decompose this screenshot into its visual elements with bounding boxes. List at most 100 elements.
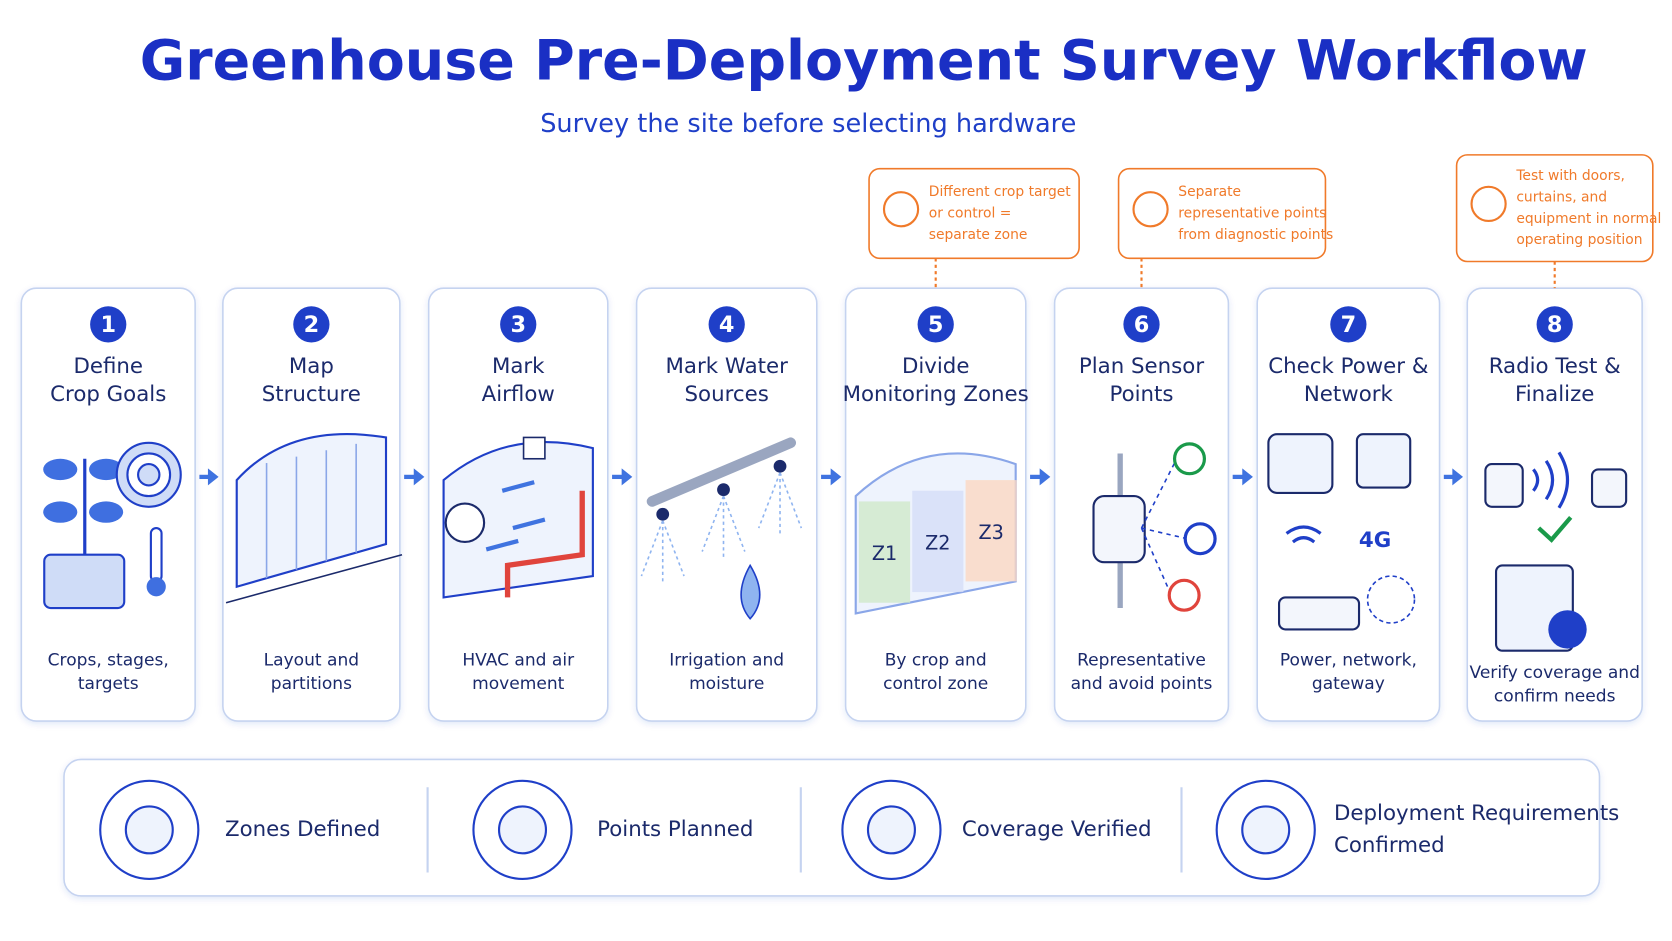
step-title: Finalize bbox=[1515, 382, 1594, 407]
step-title: Mark Water bbox=[666, 354, 789, 379]
outcome-label: Confirmed bbox=[1334, 833, 1445, 858]
outcome-label: Deployment Requirements bbox=[1334, 801, 1619, 826]
step-description: moisture bbox=[689, 674, 764, 694]
step-title: Points bbox=[1109, 382, 1173, 407]
arrow-head bbox=[1039, 468, 1051, 486]
callout-text: Separate bbox=[1178, 184, 1241, 200]
step-description: targets bbox=[78, 674, 139, 694]
nozzle bbox=[656, 507, 670, 521]
step-badge bbox=[1536, 306, 1573, 343]
airflow-arrow bbox=[485, 538, 519, 552]
step-description: Layout and bbox=[264, 650, 359, 670]
step-description: and avoid points bbox=[1071, 674, 1213, 694]
step-number: 5 bbox=[928, 312, 944, 338]
outlet bbox=[1267, 433, 1334, 494]
callout-text: representative points bbox=[1178, 206, 1326, 222]
zone bbox=[965, 480, 1017, 582]
sensor bbox=[1092, 495, 1146, 564]
arrow-head bbox=[1452, 468, 1463, 486]
step-number: 8 bbox=[1547, 312, 1563, 338]
step-description: Power, network, bbox=[1280, 650, 1417, 670]
dimension bbox=[225, 553, 403, 604]
subtitle: Survey the site before selecting hardwar… bbox=[540, 109, 1076, 139]
step-badge bbox=[1123, 306, 1160, 343]
outcome-label: Zones Defined bbox=[225, 817, 380, 842]
step-description: Verify coverage and bbox=[1469, 663, 1639, 683]
outcome-label: Coverage Verified bbox=[962, 817, 1152, 842]
callout-text: Different crop target bbox=[929, 184, 1072, 200]
step-description: partitions bbox=[271, 674, 352, 694]
step-description: control zone bbox=[883, 674, 988, 694]
thermometer-bulb bbox=[146, 577, 166, 597]
step-number: 2 bbox=[304, 312, 320, 338]
callout-text: equipment in normal bbox=[1516, 211, 1661, 227]
zone-label: Z2 bbox=[925, 532, 950, 555]
signal bbox=[1532, 451, 1570, 509]
step-title: Check Power & bbox=[1268, 354, 1428, 379]
callout-text: Test with doors, bbox=[1515, 168, 1625, 184]
step-title: Divide bbox=[902, 354, 970, 379]
thermometer bbox=[149, 527, 163, 583]
callout bbox=[868, 167, 1080, 260]
nozzle bbox=[717, 483, 730, 497]
fan bbox=[444, 502, 486, 544]
callout bbox=[1455, 154, 1654, 263]
step-title: Radio Test & bbox=[1489, 354, 1621, 379]
step-number: 6 bbox=[1134, 312, 1150, 338]
callout-icon bbox=[882, 191, 920, 228]
droplet bbox=[740, 563, 761, 620]
gateway bbox=[1277, 596, 1361, 631]
point-marker bbox=[1167, 578, 1201, 612]
step-description: HVAC and air bbox=[462, 650, 575, 670]
arrow-head bbox=[621, 468, 633, 486]
step-number: 4 bbox=[719, 312, 735, 338]
step-badge bbox=[917, 306, 954, 343]
step-badge bbox=[293, 306, 330, 343]
airflow-arrow bbox=[512, 517, 546, 531]
greenhouse bbox=[235, 432, 388, 589]
ethernet-port bbox=[1355, 433, 1412, 489]
network-label: 4G bbox=[1359, 528, 1391, 553]
zone-label: Z3 bbox=[978, 521, 1003, 544]
step-number: 3 bbox=[510, 312, 526, 338]
callout-text: from diagnostic points bbox=[1178, 227, 1333, 243]
step-description: movement bbox=[472, 674, 565, 694]
step-title: Airflow bbox=[482, 382, 555, 407]
callout-text: operating position bbox=[1516, 232, 1642, 248]
step-title: Map bbox=[289, 354, 334, 379]
step-title: Define bbox=[73, 354, 143, 379]
check bbox=[1537, 516, 1573, 543]
callout-icon bbox=[1470, 185, 1507, 223]
arrow-head bbox=[413, 468, 425, 486]
step-title: Sources bbox=[685, 382, 769, 407]
callout-text: separate zone bbox=[929, 227, 1028, 243]
link bbox=[1140, 527, 1173, 596]
step-badge bbox=[500, 306, 537, 343]
zone bbox=[912, 490, 964, 593]
target bbox=[137, 463, 161, 487]
step-title: Mark bbox=[492, 354, 545, 379]
outcomes-panel bbox=[63, 758, 1601, 897]
radio-b bbox=[1590, 468, 1628, 508]
step-description: Representative bbox=[1077, 650, 1206, 670]
point-marker bbox=[1172, 442, 1207, 476]
pipe bbox=[646, 437, 797, 507]
nozzle bbox=[773, 459, 787, 473]
arrow-head bbox=[830, 468, 842, 486]
step-description: gateway bbox=[1312, 674, 1385, 694]
location bbox=[1366, 575, 1416, 624]
check-badge bbox=[1548, 610, 1587, 649]
step-title: Monitoring Zones bbox=[843, 382, 1029, 407]
step-description: Crops, stages, bbox=[48, 650, 169, 670]
wifi bbox=[1285, 525, 1322, 544]
leaf bbox=[43, 501, 78, 523]
callout-text: or control = bbox=[929, 206, 1012, 222]
step-number: 7 bbox=[1341, 312, 1357, 338]
airflow-arrow bbox=[501, 480, 535, 493]
zone bbox=[858, 501, 911, 603]
step-description: By crop and bbox=[885, 650, 987, 670]
callout-text: curtains, and bbox=[1516, 190, 1607, 206]
step-title: Plan Sensor bbox=[1079, 354, 1204, 379]
radio-a bbox=[1484, 463, 1524, 508]
